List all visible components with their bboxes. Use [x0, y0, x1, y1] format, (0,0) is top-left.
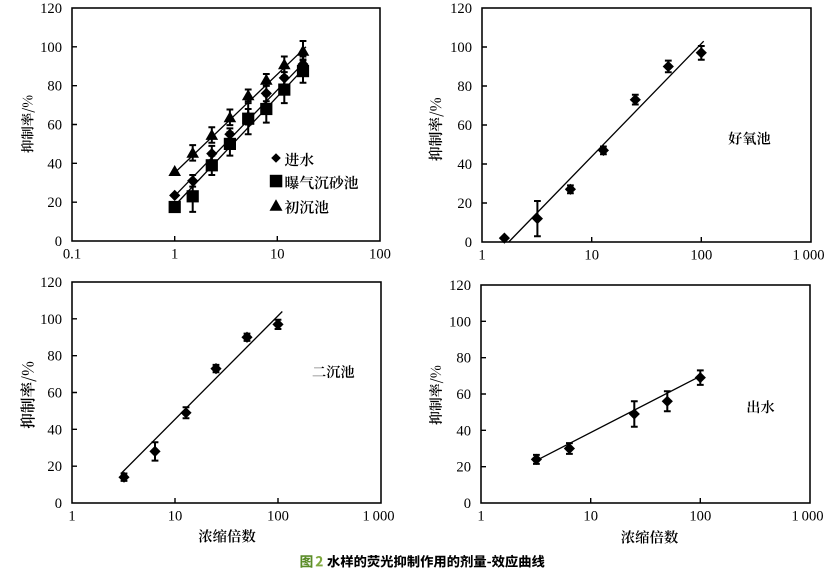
- svg-text:100: 100: [40, 312, 62, 328]
- svg-text:1 000: 1 000: [792, 248, 824, 264]
- svg-text:40: 40: [47, 156, 62, 172]
- svg-text:0: 0: [55, 496, 62, 512]
- svg-text:20: 20: [457, 196, 472, 212]
- svg-text:100: 100: [689, 509, 711, 525]
- svg-text:60: 60: [47, 118, 62, 134]
- svg-text:1 000: 1 000: [362, 509, 394, 525]
- svg-text:1: 1: [171, 247, 178, 263]
- svg-text:60: 60: [457, 118, 472, 134]
- svg-text:100: 100: [690, 248, 712, 264]
- svg-text:80: 80: [457, 79, 472, 95]
- svg-text:100: 100: [449, 314, 471, 330]
- svg-text:10: 10: [583, 509, 598, 525]
- svg-text:0: 0: [55, 234, 62, 250]
- svg-text:100: 100: [369, 247, 391, 263]
- svg-text:60: 60: [47, 386, 62, 402]
- svg-text:100: 100: [450, 40, 472, 56]
- svg-text:20: 20: [456, 460, 471, 476]
- svg-text:40: 40: [47, 422, 62, 438]
- svg-text:120: 120: [40, 275, 62, 291]
- svg-text:0.1: 0.1: [63, 247, 81, 263]
- svg-text:10: 10: [270, 247, 285, 263]
- svg-text:80: 80: [47, 349, 62, 365]
- svg-text:1: 1: [68, 509, 75, 525]
- svg-text:60: 60: [456, 387, 471, 403]
- svg-text:80: 80: [47, 79, 62, 95]
- svg-text:40: 40: [456, 423, 471, 439]
- svg-text:120: 120: [449, 278, 471, 294]
- svg-text:10: 10: [584, 248, 599, 264]
- svg-text:20: 20: [47, 195, 62, 211]
- svg-text:100: 100: [267, 509, 289, 525]
- svg-text:0: 0: [465, 235, 472, 251]
- svg-text:1 000: 1 000: [791, 509, 823, 525]
- svg-text:100: 100: [40, 40, 62, 56]
- svg-text:120: 120: [40, 1, 62, 17]
- svg-text:40: 40: [457, 157, 472, 173]
- svg-text:0: 0: [464, 496, 471, 512]
- svg-text:1: 1: [478, 248, 485, 264]
- svg-text:80: 80: [456, 351, 471, 367]
- svg-text:10: 10: [168, 509, 183, 525]
- svg-text:20: 20: [47, 459, 62, 475]
- svg-text:1: 1: [477, 509, 484, 525]
- svg-text:120: 120: [450, 1, 472, 17]
